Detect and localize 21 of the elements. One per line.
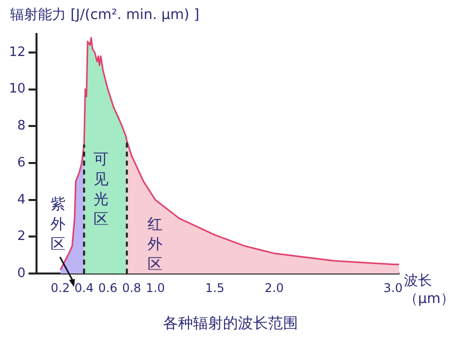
- x-tick-label: 1.5: [205, 280, 224, 295]
- annotation: 紫外区: [50, 194, 66, 253]
- x-tick-label: 0.8: [122, 280, 142, 295]
- y-tick-label: 4: [17, 192, 26, 208]
- y-tick-label: 10: [8, 82, 26, 97]
- y-axis-title: 辐射能力 [J/(cm². min. μm) ]: [10, 6, 200, 24]
- x-tick-label: 2.0: [264, 280, 284, 295]
- y-tick-label: 2: [17, 229, 26, 244]
- x-tick-label: 3.0: [384, 280, 403, 295]
- x-tick-label: 1.0: [146, 280, 165, 295]
- annotation: 可见光区: [94, 150, 108, 228]
- x-tick-label: 0.6: [98, 280, 118, 295]
- text: 各种辐射的波长范围: [162, 314, 299, 333]
- x-axis-title: 波长（μm）: [404, 272, 455, 308]
- y-tick-label: 8: [17, 118, 26, 134]
- y-tick-label: 6: [17, 155, 26, 170]
- y-tick-label: 0: [17, 266, 26, 281]
- y-tick-label: 12: [8, 44, 26, 60]
- annotation: 红外区: [148, 214, 162, 273]
- x-tick-label: 0.2: [50, 280, 70, 295]
- x-tick-label: 0.4: [74, 280, 94, 295]
